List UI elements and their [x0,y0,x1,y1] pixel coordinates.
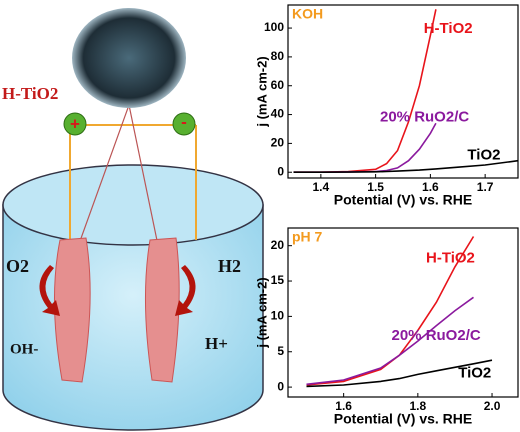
catalyst-image [72,8,186,108]
series-line [306,236,475,386]
series-line [293,9,437,173]
series-label: 20% RuO2/C [380,108,469,125]
series-label: H-TiO2 [424,20,473,37]
panel-title: KOH [292,6,323,22]
x-tick-label: 1.6 [422,180,439,194]
y-tick-label: 20 [271,238,285,252]
x-tick-label: 1.8 [409,399,426,413]
minus-label: - [181,112,187,131]
series-label: H-TiO2 [426,249,475,266]
series-line [293,159,519,173]
y-tick-label: 0 [277,164,284,178]
y-axis-label: j (mA cm-2) [254,277,269,348]
o2-label: O2 [6,256,29,276]
minus-terminal [172,112,196,136]
x-axis-label: Potential (V) vs. RHE [334,192,472,208]
y-tick-label: 100 [264,20,284,34]
plot-frame [287,227,519,398]
x-tick-label: 2.0 [484,399,501,413]
y-tick-label: 60 [271,78,285,92]
catalyst-label: H-TiO2 [2,84,58,103]
left-arrow [39,265,60,316]
h-label: H+ [205,334,228,353]
y-tick-label: 40 [271,107,285,121]
series-label: TiO2 [467,146,500,163]
y-axis-label: j (mA cm-2) [254,56,269,127]
plus-label: + [70,114,80,133]
x-axis-label: Potential (V) vs. RHE [334,411,472,427]
y-tick-label: 0 [277,379,284,393]
x-tick-label: 1.7 [477,180,494,194]
x-tick-label: 1.6 [335,399,352,413]
series-label: 20% RuO2/C [392,327,481,344]
plot-frame [287,4,519,179]
h2-label: H2 [218,256,241,276]
y-tick-label: 20 [271,136,285,150]
cathode [144,237,180,383]
y-tick-label: 80 [271,49,285,63]
schematic: H-TiO2 + - O2 H2 OH- H+ [2,8,264,431]
series-line [306,296,474,386]
x-tick-label: 1.4 [313,180,330,194]
right-arrow [175,265,196,316]
series-label: TiO2 [458,364,491,381]
anode [54,237,91,383]
x-tick-label: 1.5 [367,180,384,194]
series-line [306,359,493,388]
panel-title: pH 7 [292,229,323,245]
y-tick-label: 5 [277,344,284,358]
plus-terminal [63,112,87,136]
oh-label: OH- [10,341,38,357]
cell-top [2,164,264,246]
series-line [293,122,437,173]
y-tick-label: 10 [271,309,285,323]
y-tick-label: 15 [271,273,285,287]
